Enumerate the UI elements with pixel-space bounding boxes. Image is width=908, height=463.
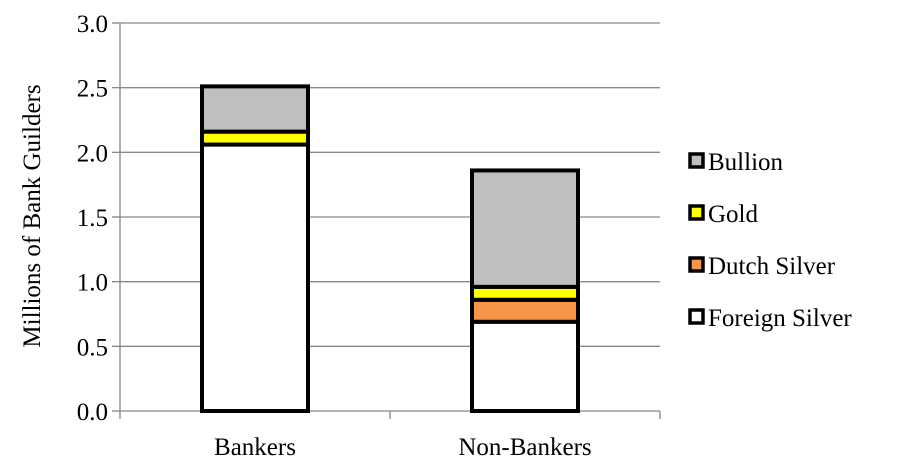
x-category-label: Bankers <box>214 434 296 461</box>
bar-segment-bullion <box>200 84 310 134</box>
bar-segment-foreign-silver <box>200 142 310 413</box>
bars <box>200 84 580 414</box>
legend-label: Dutch Silver <box>708 253 836 280</box>
legend-swatch <box>688 256 705 273</box>
bar-segment-bullion <box>470 168 580 289</box>
legend-swatch <box>688 308 705 325</box>
y-tick-label: 3.0 <box>77 11 108 38</box>
y-tick-label: 2.5 <box>77 76 108 103</box>
y-tick-label: 0.0 <box>77 399 108 426</box>
y-tick-label: 1.0 <box>77 270 108 297</box>
legend-swatch <box>688 152 705 169</box>
legend-label: Bullion <box>708 149 784 176</box>
legend: Bullion Gold Dutch Silver Foreign Silver <box>688 149 852 332</box>
legend-label: Gold <box>708 201 759 228</box>
tick-labels: 0.0 0.5 1.0 1.5 2.0 2.5 3.0 Bankers Non-Bankers <box>77 11 592 461</box>
y-tick-label: 1.5 <box>77 205 108 232</box>
y-tick-label: 0.5 <box>77 334 108 361</box>
y-axis-title: Millions of Bank Guilders <box>19 84 46 347</box>
legend-swatch <box>688 204 705 221</box>
bar-segment-dutch-silver <box>470 297 580 324</box>
legend-label: Foreign Silver <box>708 305 852 332</box>
bar-segment-foreign-silver <box>470 319 580 414</box>
y-tick-label: 2.0 <box>77 140 108 167</box>
x-category-label: Non-Bankers <box>458 434 591 461</box>
